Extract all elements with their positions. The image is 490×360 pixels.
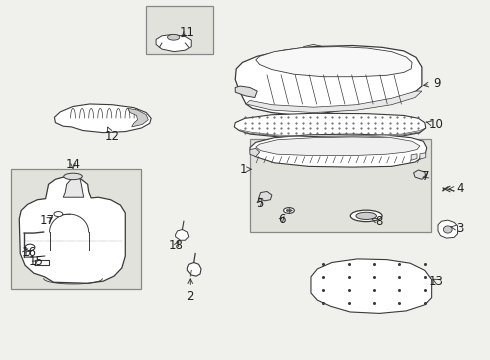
Polygon shape <box>256 46 412 77</box>
Bar <box>250 139 431 232</box>
Polygon shape <box>250 134 427 167</box>
Ellipse shape <box>350 210 382 222</box>
Polygon shape <box>234 113 426 138</box>
Ellipse shape <box>64 173 82 180</box>
Polygon shape <box>411 154 417 160</box>
Polygon shape <box>63 177 84 197</box>
Polygon shape <box>420 153 426 159</box>
Text: 2: 2 <box>187 279 194 303</box>
Bar <box>11 169 142 289</box>
Text: 5: 5 <box>256 197 263 210</box>
Polygon shape <box>187 262 201 276</box>
Polygon shape <box>235 86 257 98</box>
Polygon shape <box>259 192 272 201</box>
Text: 13: 13 <box>429 275 444 288</box>
Text: 14: 14 <box>66 158 80 171</box>
Ellipse shape <box>287 209 292 212</box>
Ellipse shape <box>443 226 452 233</box>
Ellipse shape <box>168 35 180 40</box>
Polygon shape <box>235 45 422 115</box>
Text: 7: 7 <box>422 170 430 183</box>
Text: 17: 17 <box>40 214 54 227</box>
Text: 18: 18 <box>169 239 184 252</box>
Text: 15: 15 <box>28 255 43 268</box>
Bar <box>147 6 213 54</box>
Polygon shape <box>256 137 420 156</box>
Polygon shape <box>414 170 426 179</box>
Polygon shape <box>156 35 191 51</box>
Polygon shape <box>239 128 426 137</box>
Text: 12: 12 <box>104 127 120 144</box>
Text: 9: 9 <box>424 77 441 90</box>
Polygon shape <box>250 148 260 157</box>
Text: 11: 11 <box>180 26 195 39</box>
Text: 4: 4 <box>449 183 464 195</box>
Polygon shape <box>311 259 432 314</box>
Polygon shape <box>175 229 189 240</box>
Text: 1: 1 <box>240 163 251 176</box>
Polygon shape <box>54 104 151 133</box>
Text: 8: 8 <box>372 215 383 229</box>
Polygon shape <box>128 108 148 127</box>
Polygon shape <box>19 177 125 283</box>
Text: 10: 10 <box>426 118 444 131</box>
Text: 3: 3 <box>451 222 464 235</box>
Polygon shape <box>438 220 458 238</box>
Ellipse shape <box>54 212 63 217</box>
Ellipse shape <box>284 208 294 213</box>
Ellipse shape <box>356 212 376 220</box>
Text: 16: 16 <box>22 246 37 259</box>
Ellipse shape <box>25 244 35 251</box>
Text: 6: 6 <box>278 213 285 226</box>
Polygon shape <box>246 91 422 113</box>
